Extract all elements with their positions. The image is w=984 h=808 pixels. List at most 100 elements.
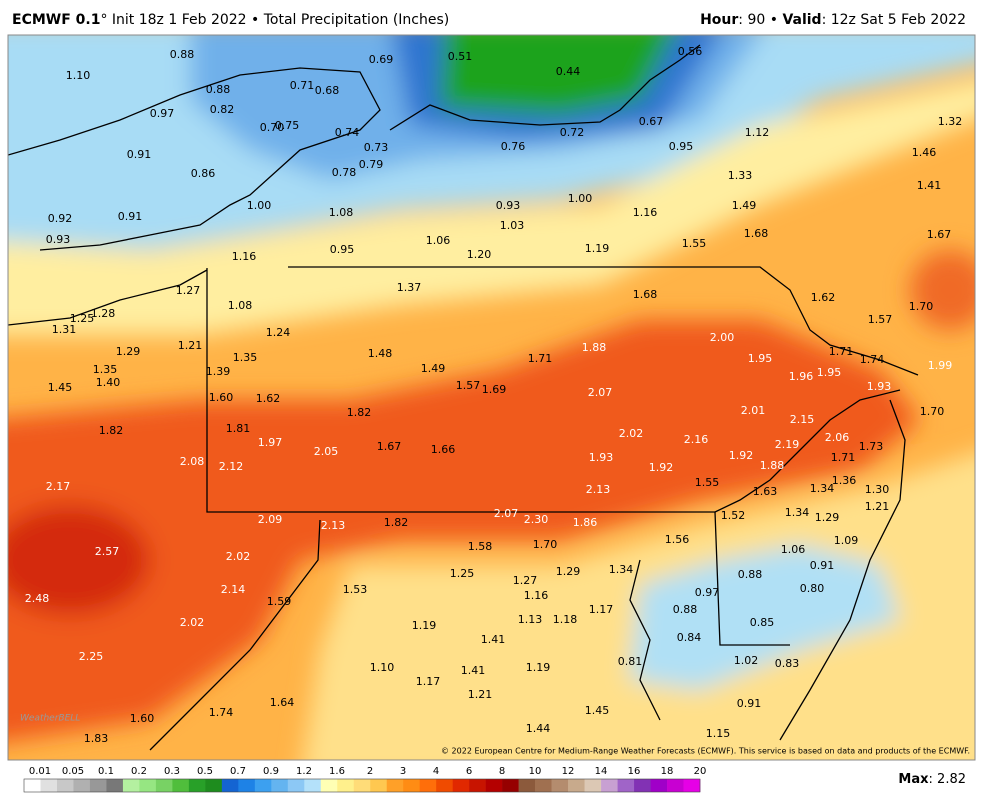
precip-label: 1.21 (865, 500, 890, 513)
precip-label: 1.68 (633, 288, 658, 301)
precip-label: 0.78 (332, 166, 357, 179)
legend-level: 0.5 (197, 766, 213, 777)
legend-level: 2 (367, 766, 373, 777)
precip-label: 1.08 (228, 299, 253, 312)
precip-label: 1.70 (909, 300, 934, 313)
precip-label: 1.48 (368, 347, 393, 360)
precip-label: 2.09 (258, 513, 283, 526)
legend-swatch (584, 779, 602, 792)
precip-label: 1.93 (589, 451, 614, 464)
precip-label: 2.13 (586, 483, 611, 496)
precip-label: 1.40 (96, 376, 121, 389)
precip-label: 1.18 (553, 613, 578, 626)
max-label: Max (898, 772, 929, 787)
precip-label: 0.71 (290, 79, 315, 92)
precip-label: 0.79 (359, 158, 384, 171)
precip-label: 1.16 (633, 206, 658, 219)
legend-swatch (238, 779, 256, 792)
precip-label: 1.52 (721, 509, 746, 522)
precip-label: 1.41 (917, 179, 942, 192)
precip-label: 1.31 (52, 323, 77, 336)
precip-label: 1.95 (817, 366, 842, 379)
precip-label: 1.69 (482, 383, 507, 396)
legend-swatch (188, 779, 206, 792)
max-text: Max: 2.82 (898, 772, 966, 787)
precip-label: 2.00 (710, 331, 735, 344)
precip-label: 1.66 (431, 443, 456, 456)
legend-swatch (436, 779, 453, 792)
precip-label: 2.57 (95, 545, 120, 558)
legend-swatch (56, 779, 74, 792)
precip-label: 1.56 (665, 533, 690, 546)
precip-label: 1.16 (232, 250, 257, 263)
legend-swatch (386, 779, 404, 792)
precip-label: 2.02 (619, 427, 644, 440)
legend-swatch (568, 779, 585, 792)
precip-label: 1.19 (585, 242, 610, 255)
valid-label: Valid (782, 12, 821, 28)
precip-label: 0.69 (369, 53, 394, 66)
precip-label: 1.64 (270, 696, 295, 709)
legend-swatch (73, 779, 91, 792)
precip-label: 0.74 (335, 126, 360, 139)
legend-swatch (452, 779, 470, 792)
legend-level: 18 (661, 766, 674, 777)
legend-swatch (122, 779, 140, 792)
precip-label: 1.37 (397, 281, 422, 294)
precip-label: 1.33 (728, 169, 753, 182)
precip-label: 0.67 (639, 115, 664, 128)
legend-swatch (370, 779, 388, 792)
legend-swatch (469, 779, 486, 792)
precip-label: 0.75 (275, 119, 300, 132)
precip-label: 2.16 (684, 433, 709, 446)
legend-swatch (353, 779, 371, 792)
precip-label: 0.92 (48, 212, 73, 225)
precip-label: 0.91 (737, 697, 762, 710)
precip-label: 1.27 (176, 284, 201, 297)
precip-label: 0.91 (810, 559, 835, 572)
legend-swatch (24, 779, 41, 792)
legend-swatch (320, 779, 338, 792)
legend-swatch (502, 779, 519, 792)
precip-label: 2.19 (775, 438, 800, 451)
precip-label: 1.74 (860, 353, 885, 366)
precip-label: 1.73 (859, 440, 884, 453)
precip-label: 0.84 (677, 631, 702, 644)
precip-label: 0.88 (738, 568, 763, 581)
precip-label: 1.24 (266, 326, 291, 339)
precip-label: 1.57 (868, 313, 893, 326)
precip-label: 1.67 (927, 228, 952, 241)
precip-label: 1.96 (789, 370, 814, 383)
watermark: WeatherBELL (20, 714, 80, 724)
precip-label: 0.51 (448, 50, 473, 63)
precip-label: 1.29 (116, 345, 141, 358)
precip-label: 2.06 (825, 431, 850, 444)
precip-label: 2.02 (180, 616, 205, 629)
precip-label: 2.02 (226, 550, 251, 563)
precip-label: 1.62 (256, 392, 281, 405)
precip-label: 1.55 (695, 476, 720, 489)
legend-swatch (205, 779, 223, 792)
precip-label: 0.95 (330, 243, 355, 256)
precip-label: 0.91 (118, 210, 143, 223)
precip-label: 1.29 (556, 565, 581, 578)
precip-label: 0.68 (315, 84, 340, 97)
precip-label: 2.15 (790, 413, 815, 426)
legend-level: 0.3 (164, 766, 180, 777)
legend: 0.01 0.05 0.1 0.2 0.3 0.5 0.7 0.9 1.2 1.6 2 3 4 6 8 10 1… (8, 763, 708, 803)
legend-swatch (287, 779, 305, 792)
precip-label: 1.15 (706, 727, 731, 740)
precip-label: 2.13 (321, 519, 346, 532)
precip-label: 2.48 (25, 592, 50, 605)
precip-label: 1.10 (370, 661, 395, 674)
precip-label: 2.08 (180, 455, 205, 468)
precip-label: 1.34 (785, 506, 810, 519)
precip-label: 1.60 (130, 712, 155, 725)
precip-label: 1.71 (528, 352, 553, 365)
precip-label: 1.13 (518, 613, 543, 626)
legend-swatch (419, 779, 437, 792)
precip-label: 1.44 (526, 722, 551, 735)
precip-label: 1.81 (226, 422, 251, 435)
legend-level: 0.01 (29, 766, 51, 777)
